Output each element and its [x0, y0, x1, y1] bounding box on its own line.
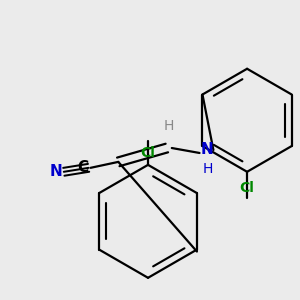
Text: N: N — [201, 142, 214, 158]
Text: Cl: Cl — [240, 181, 254, 195]
Text: Cl: Cl — [141, 146, 155, 160]
Text: C: C — [77, 160, 88, 175]
Text: H: H — [202, 162, 213, 176]
Text: N: N — [50, 164, 62, 179]
Text: H: H — [164, 119, 174, 133]
